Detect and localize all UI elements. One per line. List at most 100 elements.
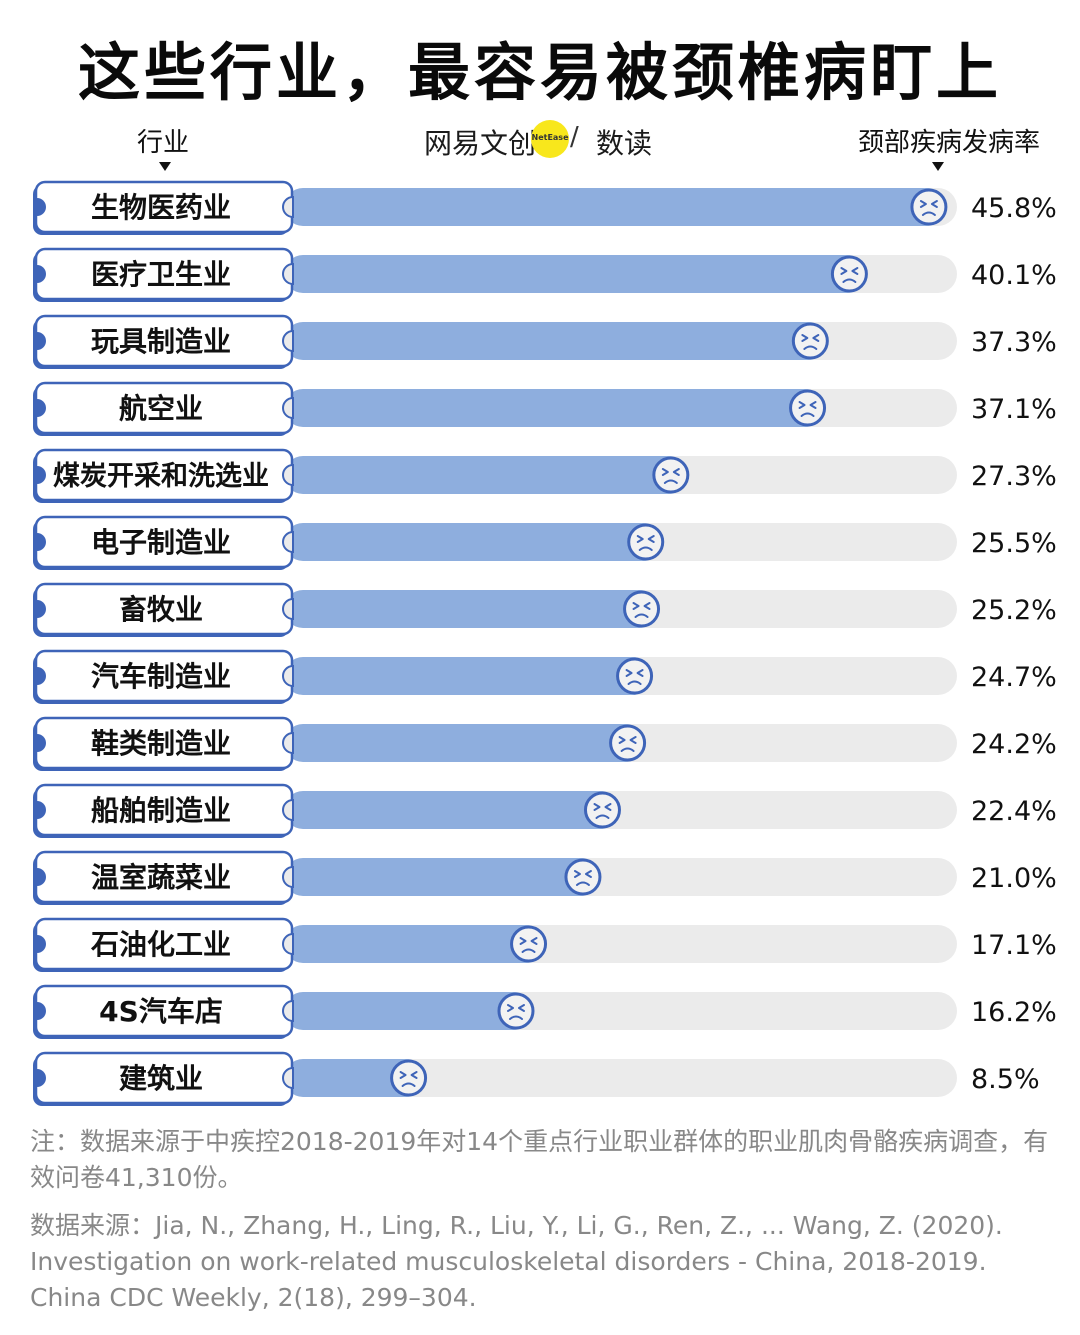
brand-badge-text: NetEase <box>531 133 569 142</box>
value-label: 27.3% <box>971 461 1057 492</box>
face-eye-left <box>618 736 626 744</box>
face-eye-right <box>410 1071 418 1079</box>
face-circle <box>627 523 665 561</box>
label-notch <box>282 195 294 219</box>
face-eye-right <box>604 803 612 811</box>
sad-face-icon <box>609 724 647 762</box>
face-eye-left <box>798 401 806 409</box>
face-eye-left <box>636 535 644 543</box>
label-tab <box>37 466 46 484</box>
value-label: 24.2% <box>971 729 1057 760</box>
label-notch <box>282 664 294 688</box>
face-eye-left <box>661 468 669 476</box>
face-circle <box>652 456 690 494</box>
face-mouth <box>663 479 678 484</box>
face-eye-right <box>930 200 938 208</box>
face-eye-left <box>399 1071 407 1079</box>
face-mouth <box>521 948 536 953</box>
category-label: 船舶制造业 <box>91 794 231 827</box>
label-notch <box>282 463 294 487</box>
label-tab <box>37 868 46 886</box>
face-mouth <box>842 278 857 283</box>
category-label: 煤炭开采和洗选业 <box>53 461 269 492</box>
face-mouth <box>634 613 649 618</box>
bar-row: 生物医药业 45.8% <box>33 180 1057 235</box>
bar-row: 航空业 37.1% <box>33 381 1057 436</box>
face-eye-right <box>812 334 820 342</box>
down-arrow-icon <box>932 162 944 171</box>
label-tab <box>37 1069 46 1087</box>
face-eye-right <box>517 1004 525 1012</box>
face-circle <box>583 791 621 829</box>
bar-row: 鞋类制造业 24.2% <box>33 716 1057 771</box>
category-label: 温室蔬菜业 <box>91 861 231 894</box>
brand-badge: NetEase <box>531 120 569 158</box>
label-notch <box>282 731 294 755</box>
face-eye-left <box>632 602 640 610</box>
label-notch <box>282 932 294 956</box>
label-tab <box>37 801 46 819</box>
label-notch <box>282 329 294 353</box>
bar-row: 汽车制造业 24.7% <box>33 649 1057 704</box>
sad-face-icon <box>616 657 654 695</box>
face-eye-right <box>643 602 651 610</box>
label-notch <box>282 1066 294 1090</box>
bar-row: 4S汽车店 16.2% <box>33 984 1057 1039</box>
category-label: 玩具制造业 <box>91 325 231 358</box>
face-eye-left <box>593 803 601 811</box>
face-eye-right <box>672 468 680 476</box>
label-tab <box>37 734 46 752</box>
face-circle <box>497 992 535 1030</box>
bar <box>284 992 533 1030</box>
bar-track <box>290 1059 957 1097</box>
face-mouth <box>575 881 590 886</box>
face-mouth <box>638 546 653 551</box>
label-notch <box>282 999 294 1023</box>
label-tab <box>37 935 46 953</box>
value-label: 16.2% <box>971 997 1057 1028</box>
value-label: 24.7% <box>971 662 1057 693</box>
category-label: 石油化工业 <box>90 928 231 961</box>
sad-face-icon <box>789 389 827 427</box>
brand-slash: / <box>570 122 579 152</box>
source-citation: 数据来源：Jia, N., Zhang, H., Ling, R., Liu, … <box>30 1211 1003 1312</box>
label-tab <box>37 600 46 618</box>
bar <box>284 523 663 561</box>
face-circle <box>623 590 661 628</box>
face-circle <box>791 322 829 360</box>
face-mouth <box>508 1015 523 1020</box>
face-circle <box>609 724 647 762</box>
sad-face-icon <box>830 255 868 293</box>
value-label: 17.1% <box>971 930 1057 961</box>
face-eye-left <box>506 1004 514 1012</box>
face-circle <box>910 188 948 226</box>
face-eye-left <box>519 937 527 945</box>
sad-face-icon <box>564 858 602 896</box>
brand-subtitle: 数读 <box>596 127 653 160</box>
face-mouth <box>803 345 818 350</box>
sad-face-icon <box>583 791 621 829</box>
sad-face-icon <box>910 188 948 226</box>
face-eye-right <box>851 267 859 275</box>
face-mouth <box>921 211 936 216</box>
face-circle <box>510 925 548 963</box>
bar-row: 畜牧业 25.2% <box>33 582 1057 637</box>
category-label: 建筑业 <box>119 1062 203 1095</box>
face-mouth <box>595 814 610 819</box>
label-tab <box>37 399 46 417</box>
label-tab <box>37 265 46 283</box>
label-notch <box>282 597 294 621</box>
bar-row: 医疗卫生业 40.1% <box>33 247 1057 302</box>
label-notch <box>282 865 294 889</box>
sad-face-icon <box>652 456 690 494</box>
value-label: 37.3% <box>971 327 1057 358</box>
category-label: 汽车制造业 <box>91 660 231 693</box>
sad-face-icon <box>390 1059 428 1097</box>
bar-row: 船舶制造业 22.4% <box>33 783 1057 838</box>
sad-face-icon <box>627 523 665 561</box>
bar-row: 玩具制造业 37.3% <box>33 314 1057 369</box>
category-label: 畜牧业 <box>119 593 203 626</box>
sad-face-icon <box>791 322 829 360</box>
face-mouth <box>627 680 642 685</box>
face-circle <box>616 657 654 695</box>
